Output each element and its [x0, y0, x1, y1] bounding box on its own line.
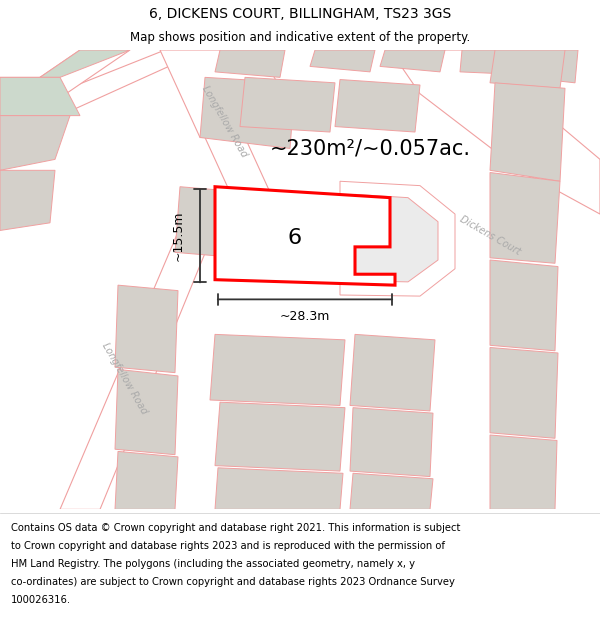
Polygon shape — [350, 408, 433, 476]
Polygon shape — [115, 369, 178, 454]
Text: Map shows position and indicative extent of the property.: Map shows position and indicative extent… — [130, 31, 470, 44]
Polygon shape — [335, 79, 420, 132]
Polygon shape — [490, 173, 560, 263]
Text: Contains OS data © Crown copyright and database right 2021. This information is : Contains OS data © Crown copyright and d… — [11, 523, 460, 533]
Text: Longfellow Road: Longfellow Road — [100, 341, 149, 416]
Polygon shape — [0, 50, 130, 104]
Polygon shape — [160, 50, 300, 138]
Text: co-ordinates) are subject to Crown copyright and database rights 2023 Ordnance S: co-ordinates) are subject to Crown copyr… — [11, 577, 455, 587]
Text: ~230m²/~0.057ac.: ~230m²/~0.057ac. — [269, 138, 470, 158]
Polygon shape — [175, 187, 245, 258]
Polygon shape — [490, 82, 565, 181]
Text: Dickens Court: Dickens Court — [458, 214, 522, 258]
Polygon shape — [390, 50, 600, 214]
Polygon shape — [240, 78, 335, 132]
Polygon shape — [380, 50, 445, 72]
Polygon shape — [215, 402, 345, 471]
Polygon shape — [0, 170, 55, 231]
Polygon shape — [115, 451, 178, 509]
Text: ~28.3m: ~28.3m — [280, 311, 330, 323]
Polygon shape — [490, 50, 565, 88]
Polygon shape — [215, 50, 285, 78]
Text: ~15.5m: ~15.5m — [172, 211, 185, 261]
Polygon shape — [165, 50, 270, 192]
Text: 6, DICKENS COURT, BILLINGHAM, TS23 3GS: 6, DICKENS COURT, BILLINGHAM, TS23 3GS — [149, 7, 451, 21]
Polygon shape — [460, 50, 512, 74]
Polygon shape — [355, 194, 438, 282]
Polygon shape — [115, 285, 178, 372]
Polygon shape — [525, 50, 578, 82]
Polygon shape — [60, 192, 230, 509]
Polygon shape — [490, 348, 558, 438]
Polygon shape — [340, 181, 455, 296]
Polygon shape — [210, 334, 345, 406]
Polygon shape — [200, 78, 295, 148]
Polygon shape — [350, 334, 435, 411]
Polygon shape — [215, 468, 343, 509]
Polygon shape — [0, 78, 80, 116]
Polygon shape — [215, 187, 395, 285]
Polygon shape — [490, 435, 557, 509]
Text: Longfellow Road: Longfellow Road — [200, 84, 250, 159]
Polygon shape — [0, 50, 130, 104]
Polygon shape — [490, 260, 558, 351]
Polygon shape — [350, 473, 433, 509]
Text: to Crown copyright and database rights 2023 and is reproduced with the permissio: to Crown copyright and database rights 2… — [11, 541, 445, 551]
Polygon shape — [0, 116, 70, 170]
Polygon shape — [310, 50, 375, 72]
Text: 6: 6 — [288, 228, 302, 248]
Polygon shape — [0, 50, 205, 116]
Text: 100026316.: 100026316. — [11, 595, 71, 605]
Text: HM Land Registry. The polygons (including the associated geometry, namely x, y: HM Land Registry. The polygons (includin… — [11, 559, 415, 569]
